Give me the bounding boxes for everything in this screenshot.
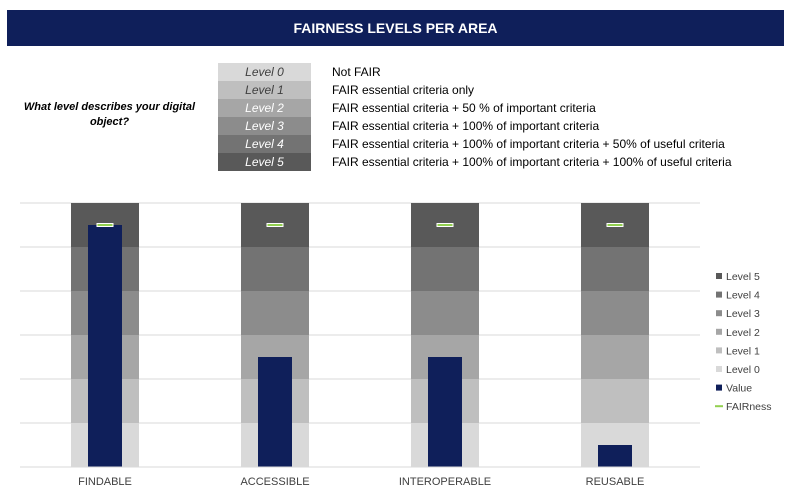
legend-label: Level 0: [726, 364, 760, 376]
legend-swatch: [716, 273, 722, 279]
legend-swatch: [715, 405, 723, 407]
category-label: REUSABLE: [586, 476, 645, 488]
fairness-marker: [97, 224, 113, 227]
level-band: [581, 291, 649, 335]
level-description: FAIR essential criteria + 100% of import…: [332, 119, 599, 133]
legend-swatch: [716, 292, 722, 298]
page-title-text: FAIRNESS LEVELS PER AREA: [293, 20, 497, 36]
level-row: Level 5 FAIR essential criteria + 100% o…: [218, 153, 732, 171]
level-description: FAIR essential criteria + 100% of import…: [332, 137, 725, 151]
level-band: [581, 335, 649, 379]
legend-swatch: [716, 385, 722, 391]
question-label: What level describes your digital object…: [12, 100, 207, 130]
level-description: FAIR essential criteria + 100% of import…: [332, 155, 732, 169]
legend-label: Level 5: [726, 271, 760, 283]
level-band: [411, 247, 479, 291]
value-bar: [258, 357, 292, 467]
fairness-marker: [607, 224, 623, 227]
legend-label: Level 1: [726, 345, 760, 357]
value-bar: [88, 225, 122, 467]
level-legend-table: Level 0 Not FAIR Level 1 FAIR essential …: [218, 63, 732, 171]
level-band: [241, 247, 309, 291]
level-description: FAIR essential criteria + 50 % of import…: [332, 101, 596, 115]
level-row: Level 3 FAIR essential criteria + 100% o…: [218, 117, 732, 135]
level-band: [411, 291, 479, 335]
level-cell: Level 2: [218, 99, 311, 117]
page-title: FAIRNESS LEVELS PER AREA: [7, 10, 784, 46]
level-description: FAIR essential criteria only: [332, 83, 474, 97]
level-row: Level 2 FAIR essential criteria + 50 % o…: [218, 99, 732, 117]
level-band: [581, 247, 649, 291]
level-cell: Level 0: [218, 63, 311, 81]
level-cell: Level 3: [218, 117, 311, 135]
category-label: ACCESSIBLE: [240, 476, 309, 488]
level-cell: Level 4: [218, 135, 311, 153]
value-bar: [598, 445, 632, 467]
legend-swatch: [716, 310, 722, 316]
level-row: Level 4 FAIR essential criteria + 100% o…: [218, 135, 732, 153]
category-label: INTEROPERABLE: [399, 476, 491, 488]
legend-label: Level 4: [726, 290, 760, 302]
level-cell: Level 1: [218, 81, 311, 99]
level-band: [241, 291, 309, 335]
fairness-marker: [437, 224, 453, 227]
level-row: Level 1 FAIR essential criteria only: [218, 81, 732, 99]
fairness-marker: [267, 224, 283, 227]
level-row: Level 0 Not FAIR: [218, 63, 732, 81]
legend-swatch: [716, 366, 722, 372]
fairness-chart: FINDABLE ACCESSIBLE INTEROPERABLE REUSABLE L…: [0, 195, 802, 495]
legend-label: Value: [726, 383, 752, 395]
level-description: Not FAIR: [332, 65, 381, 79]
legend-label: Level 2: [726, 327, 760, 339]
level-cell: Level 5: [218, 153, 311, 171]
legend-label: FAIRness: [726, 401, 772, 413]
level-band: [581, 379, 649, 423]
legend-label: Level 3: [726, 308, 760, 320]
value-bar: [428, 357, 462, 467]
legend-swatch: [716, 347, 722, 353]
category-label: FINDABLE: [78, 476, 132, 488]
legend-swatch: [716, 329, 722, 335]
